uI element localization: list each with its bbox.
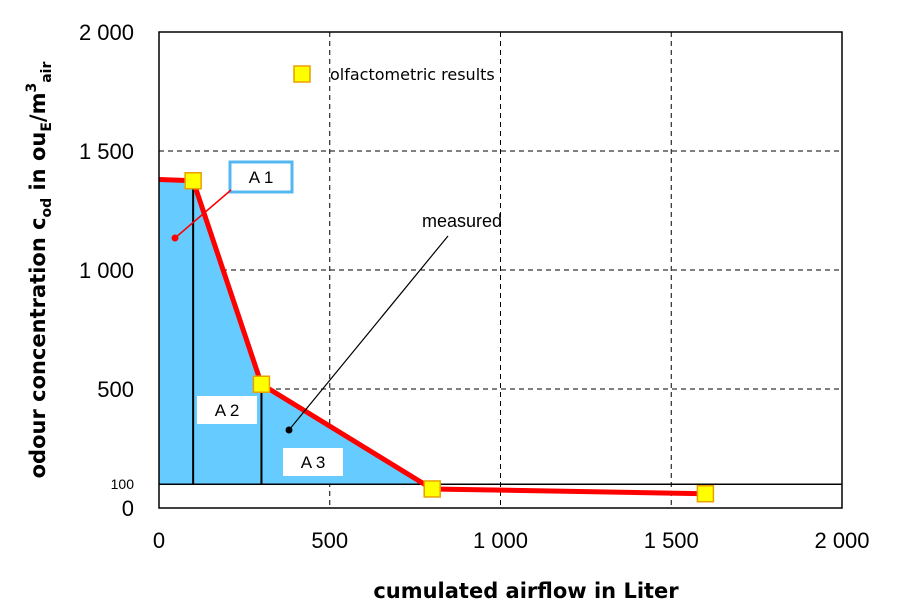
a1-leader-dot (171, 234, 179, 242)
y-tick-label-4: 2 000 (79, 20, 134, 45)
a1-leader-line (174, 189, 232, 239)
y-axis-title-sub1: od (39, 198, 55, 218)
data-point-3 (696, 484, 715, 503)
x-tick-label-0: 0 (153, 528, 165, 553)
area-label-a2: A 2 (215, 401, 240, 420)
legend-marker (293, 65, 311, 83)
data-point-2 (423, 480, 441, 498)
x-tick-label-2: 1 000 (473, 528, 528, 553)
y-axis-title-sup: 3 (24, 83, 40, 93)
plot-area: 0 500 1 000 1 500 2 000 0 500 1 000 1 500 2 000 10… (79, 20, 870, 553)
x-tick-label-4: 2 000 (814, 528, 869, 553)
area-label-a3-box (283, 448, 343, 476)
area-label-a1: A 1 (249, 168, 274, 187)
x-tick-label-3: 1 500 (644, 528, 699, 553)
y-axis-title-sub3: air (39, 62, 55, 83)
y-tick-label-1: 500 (97, 377, 134, 402)
y-tick-label-2: 1 000 (79, 258, 134, 283)
y-axis-title-sub2: E (39, 122, 55, 132)
y-axis-title-mid2: /m (26, 93, 50, 123)
y-tick-label-0: 0 (122, 496, 134, 521)
plot-border (158, 31, 843, 509)
y-axis-title-mid: in ou (26, 132, 50, 198)
area-label-a3: A 3 (301, 453, 326, 472)
measured-leader-dot (285, 426, 293, 434)
y-axis-title: odour concentration cod in ouE/m3air (24, 62, 55, 479)
x-tick-label-1: 500 (311, 528, 348, 553)
area-label-a2-box (197, 396, 257, 424)
y-tick-label-extra: 100 (111, 476, 135, 492)
y-axis-title-pre: odour concentration c (26, 217, 50, 478)
data-point-0 (184, 172, 202, 190)
x-axis-title: cumulated airflow in Liter (373, 579, 679, 603)
y-tick-label-3: 1 500 (79, 139, 134, 164)
legend-label: olfactometric results (330, 65, 495, 84)
area-label-a1-box (228, 160, 294, 194)
data-point-1 (252, 375, 271, 393)
measured-leader-line (288, 235, 449, 431)
annotation-measured: measured (422, 211, 502, 231)
